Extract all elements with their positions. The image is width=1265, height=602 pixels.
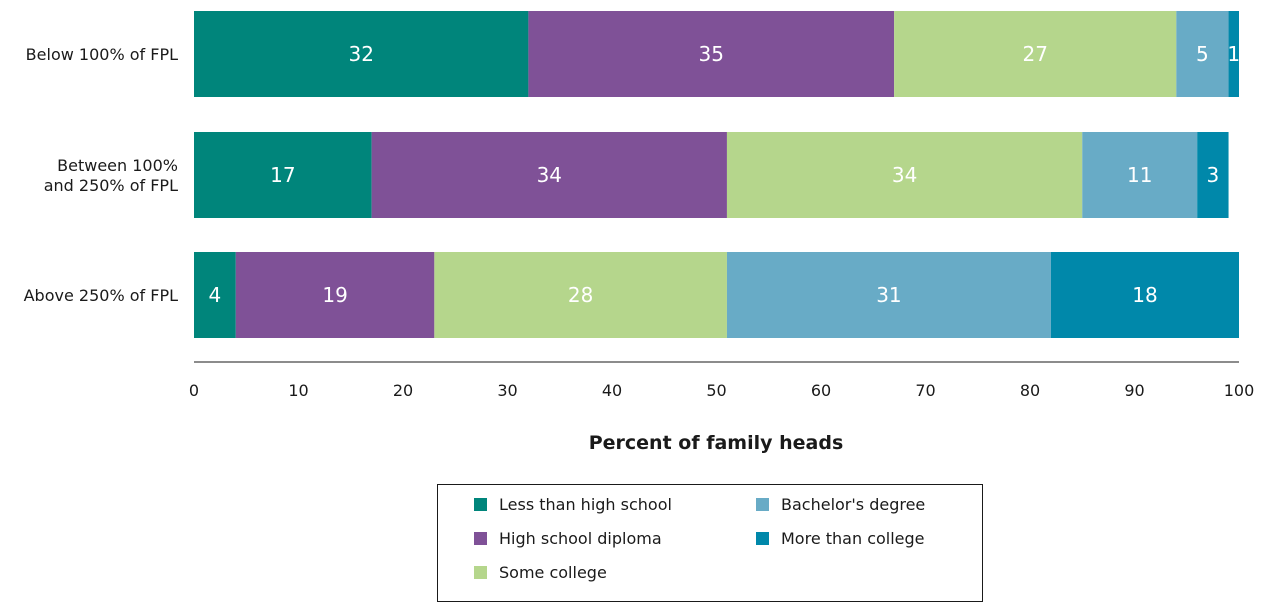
data-label: 5	[1196, 42, 1209, 66]
bar-segment	[235, 252, 435, 338]
data-label: 28	[568, 283, 593, 307]
bar-segment	[1082, 132, 1198, 218]
data-label: 11	[1127, 163, 1152, 187]
legend-item-some-college: Some college	[474, 563, 607, 582]
data-label: 31	[876, 283, 901, 307]
x-tick-label: 10	[288, 381, 308, 400]
legend-label: Bachelor's degree	[781, 495, 926, 514]
legend-label: Less than high school	[499, 495, 672, 514]
data-label: 3	[1207, 163, 1220, 187]
legend-label: More than college	[781, 529, 925, 548]
x-tick-label: 90	[1124, 381, 1144, 400]
data-label: 1	[1227, 42, 1240, 66]
legend-label: High school diploma	[499, 529, 662, 548]
bar-segment	[894, 11, 1177, 97]
bar-segment	[194, 11, 529, 97]
legend: Less than high school High school diplom…	[437, 484, 983, 602]
category-label: Below 100% of FPL	[26, 45, 178, 64]
legend-swatch	[474, 566, 487, 579]
legend-swatch	[474, 498, 487, 511]
bar-segment	[1197, 132, 1229, 218]
x-tick-label: 80	[1020, 381, 1040, 400]
x-tick-label: 0	[189, 381, 199, 400]
data-label: 17	[270, 163, 295, 187]
bar-segment	[528, 11, 895, 97]
x-tick-label: 100	[1224, 381, 1255, 400]
legend-swatch	[756, 498, 769, 511]
x-tick-label: 60	[811, 381, 831, 400]
x-tick-label: 50	[706, 381, 726, 400]
x-tick-label: 30	[497, 381, 517, 400]
bar-segment	[434, 252, 727, 338]
legend-label: Some college	[499, 563, 607, 582]
data-label: 18	[1132, 283, 1157, 307]
x-tick-label: 20	[393, 381, 413, 400]
data-label: 35	[699, 42, 724, 66]
legend-item-more-than-college: More than college	[756, 529, 925, 548]
category-label: Between 100% and 250% of FPL	[44, 156, 178, 195]
legend-item-high-school-diploma: High school diploma	[474, 529, 662, 548]
bar-segment	[194, 252, 236, 338]
data-label: 4	[209, 283, 222, 307]
legend-swatch	[474, 532, 487, 545]
stacked-bar-chart: Below 100% of FPL 32 35 27 5 1 Between 100% and…	[24, 11, 1255, 454]
x-tick-label: 40	[602, 381, 622, 400]
category-label: Above 250% of FPL	[24, 286, 178, 305]
legend-item-bachelors-degree: Bachelor's degree	[756, 495, 925, 514]
legend-swatch	[756, 532, 769, 545]
bar-segment	[726, 132, 1083, 218]
bar-segment	[371, 132, 727, 218]
x-tick-label: 70	[915, 381, 935, 400]
bar-segment	[1176, 11, 1229, 97]
data-label: 19	[322, 283, 347, 307]
bar-segment	[726, 252, 1051, 338]
data-label: 27	[1022, 42, 1047, 66]
data-label: 34	[892, 163, 917, 187]
x-axis-title: Percent of family heads	[589, 432, 844, 454]
bar-segment	[1050, 252, 1239, 338]
data-label: 32	[348, 42, 373, 66]
bar-segment	[194, 132, 372, 218]
data-label: 34	[537, 163, 562, 187]
legend-item-less-than-high-school: Less than high school	[474, 495, 672, 514]
bar-segment	[1228, 11, 1239, 97]
